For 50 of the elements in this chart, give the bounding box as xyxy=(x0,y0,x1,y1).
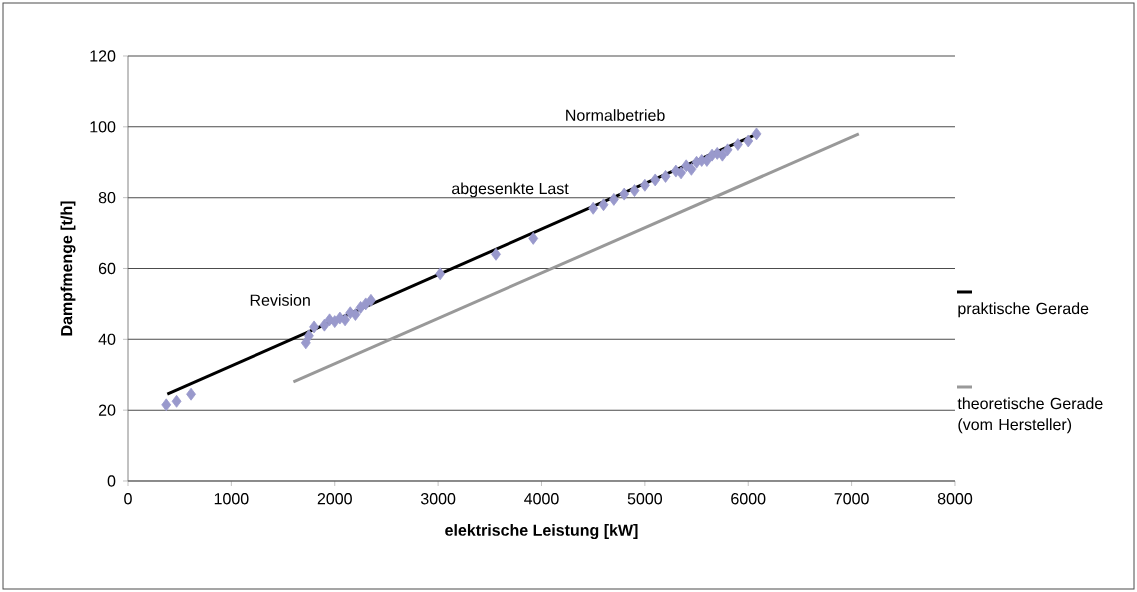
point xyxy=(319,318,330,332)
x-axis-title: elektrische Leistung [kW] xyxy=(445,524,638,540)
point xyxy=(186,387,196,401)
point xyxy=(717,148,728,162)
point xyxy=(304,329,314,343)
y-tick-label: 100 xyxy=(90,121,116,133)
point xyxy=(639,178,650,192)
y-tick-label: 60 xyxy=(98,262,116,275)
point xyxy=(619,187,630,201)
x-tick-label: 3000 xyxy=(420,493,456,505)
point xyxy=(660,170,671,183)
point xyxy=(629,184,640,197)
legend-label: theoretische Gerade (vom Hersteller) xyxy=(957,397,1103,434)
x-tick-label: 4000 xyxy=(524,493,559,505)
point xyxy=(608,193,619,206)
x-tick-label: 8000 xyxy=(937,493,973,505)
x-tick-label: 5000 xyxy=(627,493,663,505)
y-tick-label: 80 xyxy=(98,191,116,204)
point xyxy=(686,162,697,176)
point xyxy=(676,166,686,180)
x-tick-label: 0 xyxy=(124,493,132,505)
point xyxy=(300,336,311,350)
annotation: Revision xyxy=(250,294,310,306)
point xyxy=(588,201,599,215)
point xyxy=(733,138,743,151)
x-tick-label: 7000 xyxy=(834,493,869,505)
annotation: abgesenkte Last xyxy=(452,182,569,198)
point xyxy=(751,127,762,141)
point xyxy=(528,231,539,245)
point xyxy=(435,267,446,281)
point xyxy=(309,320,319,334)
point xyxy=(340,313,350,327)
point xyxy=(722,143,733,157)
point xyxy=(743,134,754,148)
point xyxy=(171,394,182,408)
legend-label: praktische Gerade xyxy=(958,302,1089,318)
x-tick-label: 1000 xyxy=(214,493,249,505)
point xyxy=(491,247,501,261)
x-tick-label: 6000 xyxy=(731,493,766,505)
y-tick-label: 0 xyxy=(107,475,116,487)
point xyxy=(598,198,609,212)
point xyxy=(650,173,661,187)
y-tick-label: 120 xyxy=(90,50,116,62)
annotation: Normalbetrieb xyxy=(566,109,665,121)
point xyxy=(366,293,376,307)
y-axis-title: Dampfmenge [t/h] xyxy=(60,201,76,336)
y-tick-label: 40 xyxy=(98,333,116,345)
point xyxy=(161,398,172,412)
x-tick-label: 2000 xyxy=(317,493,352,505)
y-tick-label: 20 xyxy=(98,404,116,416)
